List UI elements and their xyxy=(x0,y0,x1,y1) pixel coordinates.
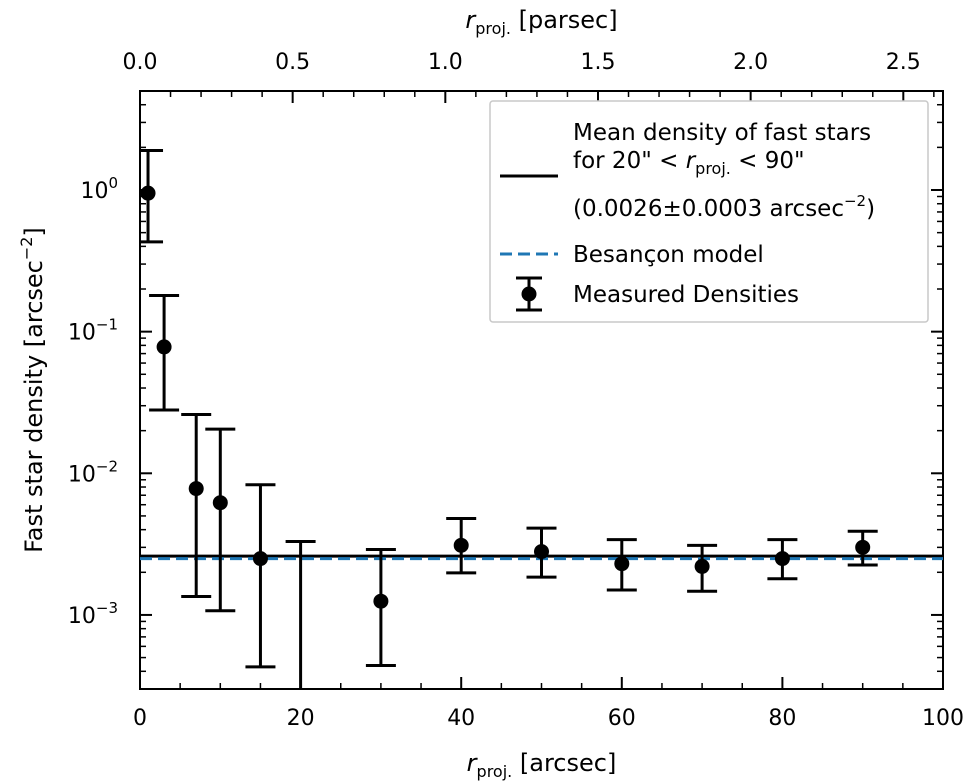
data-point xyxy=(453,537,469,553)
x2-tick-label: 1.0 xyxy=(428,50,463,75)
x-tick-label: 100 xyxy=(922,706,964,731)
y-tick-label: 10−2 xyxy=(68,457,118,487)
x-axis-label: rproj. [arcsec] xyxy=(467,749,617,781)
data-point xyxy=(534,544,549,560)
x-tick-label: 40 xyxy=(447,706,475,731)
data-point xyxy=(373,593,389,609)
x2-tick-label: 2.5 xyxy=(886,50,921,75)
axis-text-layer: 0 20 40 60 80 100 0.0 0.5 1.0 1.5 2.0 2.5 100 10−1 10−… xyxy=(17,6,964,781)
data-point xyxy=(140,185,156,201)
legend-box xyxy=(489,100,929,323)
data-point xyxy=(252,551,268,567)
legend-measured-marker xyxy=(521,286,537,302)
legend-mean-label-line1: Mean density of fast stars xyxy=(573,120,871,146)
series-layer xyxy=(140,149,943,689)
legend-besancon-label: Besançon model xyxy=(573,242,764,268)
axis-ticks-layer xyxy=(139,90,944,690)
data-point xyxy=(774,551,790,567)
x2-tick-label: 0.5 xyxy=(275,50,310,75)
data-point xyxy=(156,339,172,355)
x2-tick-label: 2.0 xyxy=(733,50,768,75)
y-axis-label: Fast star density [arcsec−2] xyxy=(17,227,48,553)
x2-tick-label: 1.5 xyxy=(580,50,615,75)
data-point xyxy=(212,495,228,511)
x-tick-label: 80 xyxy=(768,706,796,731)
legend-measured-label: Measured Densities xyxy=(573,282,799,308)
y-tick-label: 10−3 xyxy=(68,599,118,629)
x-tick-label: 20 xyxy=(287,706,315,731)
data-point xyxy=(694,558,710,574)
x2-axis-label: rproj. [parsec] xyxy=(465,6,617,38)
data-point xyxy=(614,556,630,572)
y-tick-label: 10−1 xyxy=(68,316,118,346)
x-tick-label: 60 xyxy=(608,706,636,731)
y-tick-label: 100 xyxy=(80,174,118,204)
x-tick-label: 0 xyxy=(133,706,147,731)
data-point xyxy=(188,481,204,497)
measured-densities-series xyxy=(140,149,878,689)
data-point xyxy=(855,539,871,555)
legend-mean-label-line3: (0.0026±0.0003 arcsec−2) xyxy=(573,192,875,222)
legend-mean-label-line2: for 20" < rproj. < 90" xyxy=(573,148,805,178)
x2-tick-label: 0.0 xyxy=(123,50,158,75)
